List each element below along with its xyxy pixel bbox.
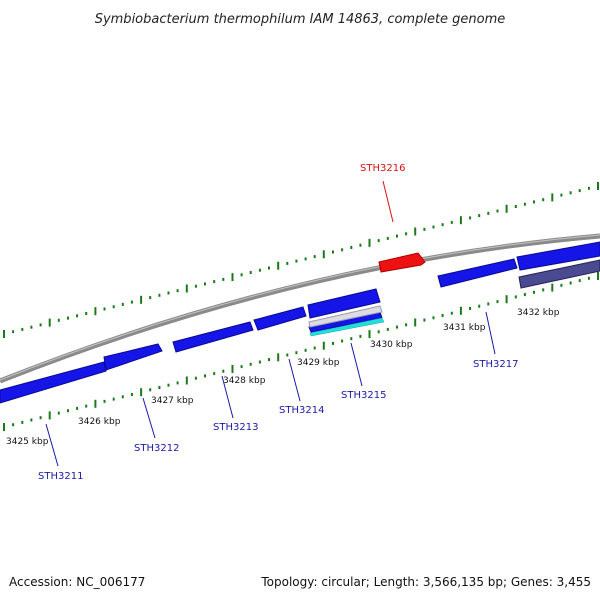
gene-arrow-sth3212[interactable] bbox=[103, 343, 163, 371]
gene-label-sth3213[interactable]: STH3213 bbox=[213, 422, 258, 433]
gene-labels: STH3211 STH3212 STH3213 STH3214 STH3215 STH32… bbox=[38, 163, 518, 482]
gene-track bbox=[0, 241, 600, 404]
kbp-label: 3429 kbp bbox=[297, 358, 340, 368]
backbone-line bbox=[0, 233, 600, 384]
genome-title: Symbiobacterium thermophilum IAM 14863, … bbox=[95, 12, 506, 27]
gene-leader-line bbox=[382, 180, 394, 223]
gene-arrow-right-edge[interactable] bbox=[516, 241, 600, 271]
gene-label-sth3216[interactable]: STH3216 bbox=[360, 163, 405, 174]
kbp-label: 3428 kbp bbox=[223, 376, 266, 386]
kbp-label: 3432 kbp bbox=[517, 308, 560, 318]
gene-label-sth3212[interactable]: STH3212 bbox=[134, 443, 179, 454]
gene-arrow-sth3214[interactable] bbox=[253, 306, 307, 331]
gene-leader-line bbox=[485, 311, 496, 355]
gene-label-sth3215[interactable]: STH3215 bbox=[341, 390, 386, 401]
kbp-label: 3427 kbp bbox=[151, 396, 194, 406]
gene-label-sth3217[interactable]: STH3217 bbox=[473, 359, 518, 370]
gene-leader-line bbox=[45, 423, 59, 467]
gene-arrow-sth3213[interactable] bbox=[172, 321, 254, 353]
kbp-labels: 3425 kbp 3426 kbp 3427 kbp 3428 kbp 3429 kbp… bbox=[6, 308, 560, 447]
gene-arrow-sth3217[interactable] bbox=[437, 258, 518, 288]
gene-arrow-sth3215a[interactable] bbox=[307, 288, 381, 319]
gene-leader-line bbox=[350, 342, 363, 387]
gene-label-sth3214[interactable]: STH3214 bbox=[279, 405, 324, 416]
gene-arrow-dark[interactable] bbox=[518, 259, 600, 289]
inner-tick-track bbox=[3, 272, 599, 431]
genome-summary-text: Topology: circular; Length: 3,566,135 bp… bbox=[260, 575, 591, 589]
gene-highlight-light bbox=[308, 305, 383, 328]
gene-leader-line bbox=[288, 358, 301, 402]
gene-leader-line bbox=[221, 375, 234, 419]
gene-leader-line bbox=[142, 397, 156, 439]
outer-tick-track bbox=[3, 182, 599, 338]
kbp-label: 3431 kbp bbox=[443, 323, 486, 333]
gene-highlight-cyan bbox=[309, 317, 385, 337]
gene-arrow-sth3211[interactable] bbox=[0, 361, 107, 404]
kbp-label: 3430 kbp bbox=[370, 340, 413, 350]
backbone-shine bbox=[0, 234, 600, 381]
accession-text: Accession: NC_006177 bbox=[9, 575, 145, 589]
genome-backbone bbox=[0, 233, 600, 384]
kbp-label: 3425 kbp bbox=[6, 437, 49, 447]
kbp-label: 3426 kbp bbox=[78, 417, 121, 427]
gene-arrow-sth3216[interactable] bbox=[378, 252, 426, 273]
gene-label-sth3211[interactable]: STH3211 bbox=[38, 471, 83, 482]
